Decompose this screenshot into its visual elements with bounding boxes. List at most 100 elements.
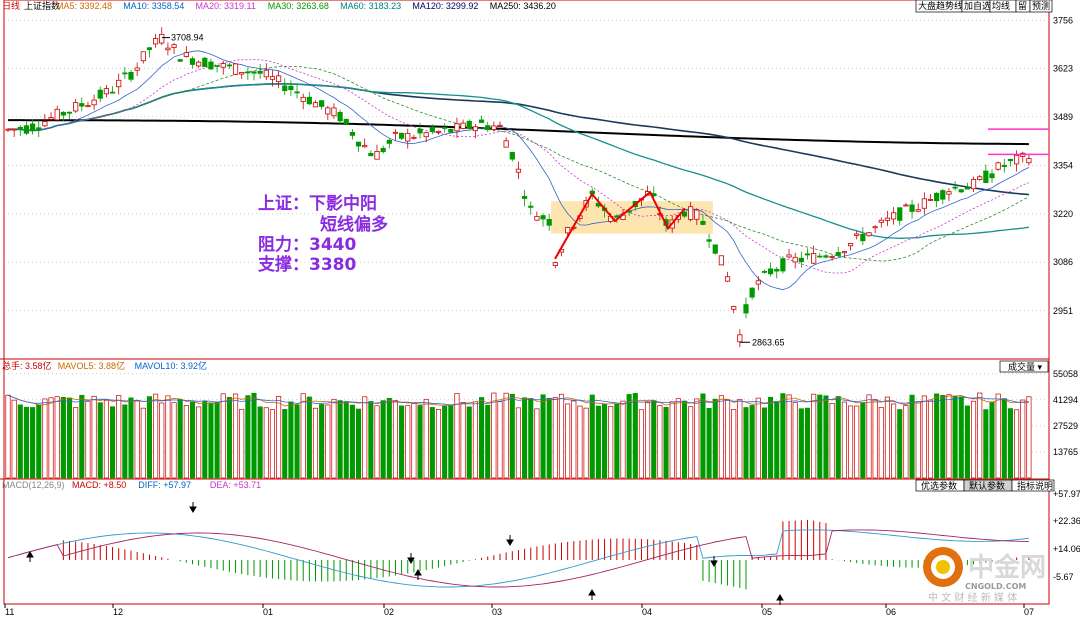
volume-bar xyxy=(952,395,958,479)
volume-bar xyxy=(485,404,491,479)
volume-bar xyxy=(294,404,300,479)
candle-body xyxy=(48,117,54,120)
candle-body xyxy=(472,126,479,132)
volume-bar xyxy=(583,407,589,479)
brand-logo-icon xyxy=(936,560,950,574)
x-tick-label: 12 xyxy=(113,607,123,616)
volume-ma-line xyxy=(7,394,1029,406)
volume-bar xyxy=(399,405,405,479)
volume-bar xyxy=(165,395,171,479)
candle-body xyxy=(546,218,552,226)
candle-body xyxy=(177,59,183,62)
volume-bar xyxy=(233,393,239,479)
volume-bar xyxy=(663,406,669,479)
watermark-brand: 中金网 xyxy=(968,552,1046,583)
volume-bar xyxy=(423,398,429,479)
volume-bar xyxy=(392,400,399,479)
candle-body xyxy=(989,173,995,179)
volume-bar xyxy=(731,409,737,479)
candle-body xyxy=(761,271,768,273)
candle-body xyxy=(263,69,269,78)
candle-body xyxy=(349,131,356,136)
candle-body xyxy=(398,132,405,139)
indicator-selector[interactable] xyxy=(999,360,1049,373)
param-button-label: 指标说明 xyxy=(1017,480,1053,491)
volume-bar xyxy=(503,392,509,479)
candle-body xyxy=(688,206,694,220)
ma-legend-item: MA60: 3183.23 xyxy=(340,1,401,11)
candle-body xyxy=(116,79,122,88)
annotation-line: 支撑：3380 xyxy=(258,254,356,275)
volume-bar xyxy=(940,395,946,479)
volume-bar xyxy=(73,407,79,479)
candle-body xyxy=(208,61,214,70)
volume-bar xyxy=(915,401,921,479)
candle-body xyxy=(337,111,343,122)
volume-bar xyxy=(17,404,23,479)
volume-bar xyxy=(509,393,515,479)
volume-bar xyxy=(491,392,497,479)
y-tick-label: 13765 xyxy=(1053,447,1078,457)
candle-body xyxy=(91,99,97,106)
candle-body xyxy=(724,276,731,282)
volume-bar xyxy=(977,392,983,479)
volume-bar xyxy=(823,395,829,479)
signal-arrow-icon xyxy=(710,556,718,567)
candle-body xyxy=(737,334,743,343)
volume-bar xyxy=(343,401,349,479)
candle-body xyxy=(103,88,109,95)
candle-body xyxy=(940,190,946,200)
ma-legend-item: MA120: 3299.92 xyxy=(412,1,478,11)
volume-bar xyxy=(442,405,448,479)
volume-bar xyxy=(159,402,165,479)
volume-bar xyxy=(860,402,866,479)
candle-body xyxy=(927,198,934,201)
param-button[interactable] xyxy=(1011,479,1055,492)
candle-body xyxy=(134,67,140,71)
volume-bar xyxy=(109,406,116,479)
volume-bar xyxy=(36,404,42,479)
y-tick-label: 3354 xyxy=(1053,161,1073,171)
candle-body xyxy=(817,255,823,258)
volume-bar xyxy=(780,393,786,479)
signal-arrow-icon xyxy=(776,594,784,605)
candle-body xyxy=(995,162,1001,170)
param-button-label: 优选参数 xyxy=(921,480,957,491)
period-label: 日线 xyxy=(2,0,20,11)
volume-bar xyxy=(872,399,878,479)
candle-body xyxy=(448,128,454,133)
candle-body xyxy=(171,44,177,48)
volume-bar xyxy=(208,402,214,479)
signal-arrow-icon xyxy=(26,551,34,562)
volume-bar xyxy=(798,408,804,479)
y-tick-label: +57.97 xyxy=(1053,489,1080,499)
toolbar-button[interactable] xyxy=(1029,0,1053,13)
signal-arrow-icon xyxy=(189,502,197,513)
signal-arrow-icon xyxy=(506,535,514,546)
volume-bar xyxy=(472,401,478,479)
candle-body xyxy=(232,63,239,75)
candle-body xyxy=(288,85,294,91)
volume-bar xyxy=(85,400,91,479)
y-tick-label: 3489 xyxy=(1053,112,1073,122)
y-tick-label: 27529 xyxy=(1053,421,1078,431)
candle-body xyxy=(269,76,276,80)
x-tick-label: 07 xyxy=(1024,607,1034,616)
candle-body xyxy=(823,255,829,258)
candle-body xyxy=(903,204,909,207)
volume-bar xyxy=(841,401,847,479)
volume-bar xyxy=(257,406,263,479)
candle-body xyxy=(423,132,429,138)
volume-bar xyxy=(349,404,355,479)
candle-body xyxy=(239,72,245,75)
volume-bar xyxy=(319,404,325,479)
volume-bar xyxy=(712,398,718,479)
y-tick-label: 3756 xyxy=(1053,16,1073,26)
candle-body xyxy=(872,226,878,229)
volume-bar xyxy=(1007,408,1014,479)
volume-bar xyxy=(405,405,411,479)
volume-bar xyxy=(417,405,423,479)
volume-bar xyxy=(140,407,146,479)
volume-ma-line xyxy=(7,394,1029,407)
volume-bar xyxy=(134,400,140,479)
